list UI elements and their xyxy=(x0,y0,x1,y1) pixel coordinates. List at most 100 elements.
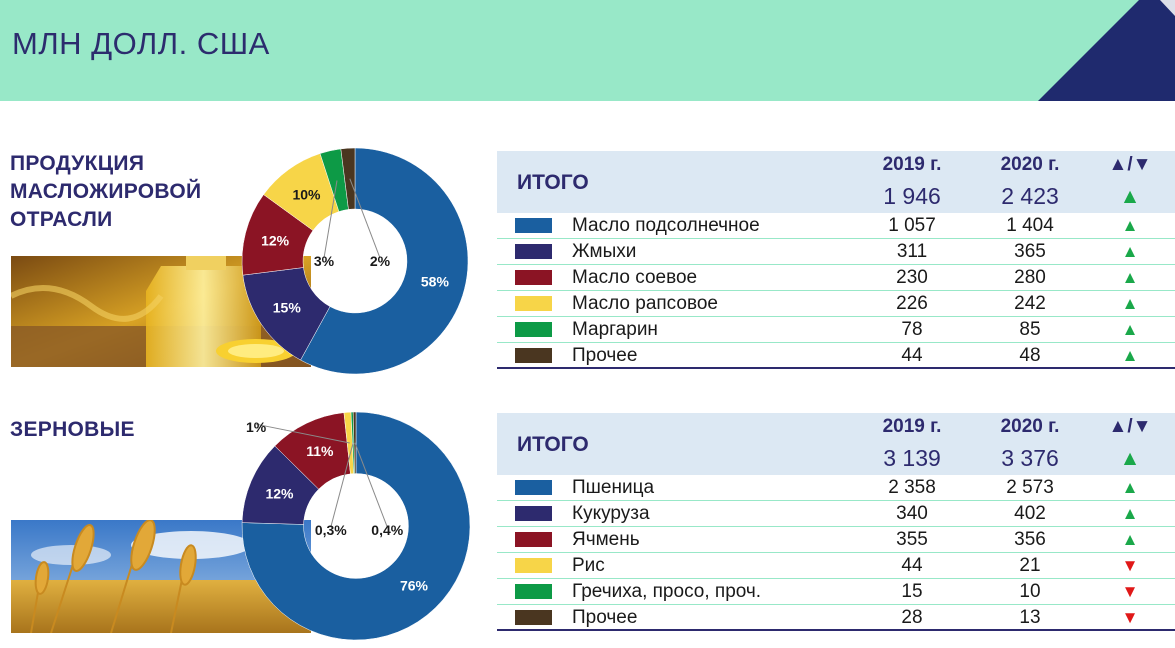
row-value-2019: 28 xyxy=(901,607,923,628)
legend-swatch xyxy=(515,348,552,363)
total-label: ИТОГО xyxy=(517,171,589,194)
row-value-2020: 280 xyxy=(1014,267,1046,288)
trend-up-icon: ▲ xyxy=(1121,320,1139,339)
table-rows: Масло подсолнечное 1 057 1 404 ▲ Жмыхи 311 365… xyxy=(497,213,1175,369)
slice-label: 1% xyxy=(246,419,267,435)
row-value-2019: 340 xyxy=(896,503,928,524)
row-value-2020: 10 xyxy=(1019,581,1041,602)
trend-up-icon: ▲ xyxy=(1121,346,1139,365)
row-value-2020: 1 404 xyxy=(1006,215,1054,236)
total-2019: 3 139 xyxy=(883,445,941,471)
row-value-2020: 365 xyxy=(1014,241,1046,262)
row-value-2019: 1 057 xyxy=(888,215,936,236)
table-row: Маргарин 78 85 ▲ xyxy=(497,317,1175,343)
row-value-2019: 355 xyxy=(896,529,928,550)
slice-label: 3% xyxy=(314,253,335,269)
trend-up-icon: ▲ xyxy=(1121,242,1139,261)
page-title: МЛН ДОЛЛ. США xyxy=(12,26,270,61)
row-value-2019: 2 358 xyxy=(888,477,936,498)
slice-label: 15% xyxy=(273,299,302,315)
row-value-2019: 230 xyxy=(896,267,928,288)
row-name: Гречиха, просо, проч. xyxy=(572,581,762,602)
donut-slice xyxy=(300,147,469,375)
legend-swatch xyxy=(515,532,552,547)
row-value-2019: 15 xyxy=(901,581,923,602)
row-name: Масло рапсовое xyxy=(572,293,718,314)
total-2020: 3 376 xyxy=(1001,445,1059,471)
legend-swatch xyxy=(515,610,552,625)
trend-up-icon: ▲ xyxy=(1121,478,1139,497)
row-value-2020: 48 xyxy=(1019,345,1041,366)
section-label-line: МАСЛОЖИРОВОЙ xyxy=(10,180,202,203)
row-value-2020: 21 xyxy=(1019,555,1041,576)
slice-label: 0,4% xyxy=(371,522,403,538)
legend-swatch xyxy=(515,506,552,521)
trend-up-icon: ▲ xyxy=(1119,447,1141,470)
table-row: Масло соевое 230 280 ▲ xyxy=(497,265,1175,291)
table-row: Масло подсолнечное 1 057 1 404 ▲ xyxy=(497,213,1175,239)
row-value-2020: 402 xyxy=(1014,503,1046,524)
trend-up-icon: ▲ xyxy=(1121,216,1139,235)
label-leader-line xyxy=(323,180,338,259)
row-value-2019: 226 xyxy=(896,293,928,314)
section-label-line: ОТРАСЛИ xyxy=(10,208,113,231)
row-name: Масло подсолнечное xyxy=(572,215,760,236)
row-name: Прочее xyxy=(572,345,638,366)
legend-swatch xyxy=(515,244,552,259)
year-2020-header: 2020 г. xyxy=(1000,416,1060,437)
row-value-2020: 242 xyxy=(1014,293,1046,314)
row-name: Рис xyxy=(572,555,605,576)
trend-up-icon: ▲ xyxy=(1121,268,1139,287)
donut-slice xyxy=(352,411,357,474)
slice-label: 2% xyxy=(370,253,391,269)
row-value-2019: 311 xyxy=(896,241,928,262)
legend-swatch xyxy=(515,558,552,573)
year-2019-header: 2019 г. xyxy=(882,154,942,175)
row-value-2019: 44 xyxy=(901,345,923,366)
slice-label: 12% xyxy=(261,232,290,248)
table-row: Прочее 44 48 ▲ xyxy=(497,343,1175,369)
trend-up-icon: ▲ xyxy=(1119,185,1141,208)
table-header: ИТОГО 2019 г. 2020 г. ▲/▼ 1 946 2 423 ▲ xyxy=(497,151,1175,213)
trend-header: ▲/▼ xyxy=(1108,154,1152,175)
table-rows: Пшеница 2 358 2 573 ▲ Кукуруза 340 402 ▲ Ячмень 3… xyxy=(497,475,1175,631)
table-row: Жмыхи 311 365 ▲ xyxy=(497,239,1175,265)
table-header: ИТОГО 2019 г. 2020 г. ▲/▼ 3 139 3 376 ▲ xyxy=(497,413,1175,475)
trend-down-icon: ▼ xyxy=(1121,556,1139,575)
row-value-2020: 356 xyxy=(1014,529,1046,550)
row-name: Кукуруза xyxy=(572,503,650,524)
trend-up-icon: ▲ xyxy=(1121,504,1139,523)
legend-swatch xyxy=(515,480,552,495)
table-row: Гречиха, просо, проч. 15 10 ▼ xyxy=(497,579,1175,605)
row-name: Жмыхи xyxy=(572,241,637,262)
legend-swatch xyxy=(515,296,552,311)
trend-down-icon: ▼ xyxy=(1121,582,1139,601)
table-oil: ИТОГО 2019 г. 2020 г. ▲/▼ 1 946 2 423 ▲ … xyxy=(497,151,1175,369)
section-label-grain: ЗЕРНОВЫЕ xyxy=(10,416,135,444)
donut-chart-oil: 58% 15% 12% 10% 3% 2% xyxy=(241,147,469,375)
legend-swatch xyxy=(515,322,552,337)
slice-label: 11% xyxy=(306,443,334,459)
total-label: ИТОГО xyxy=(517,433,589,456)
year-2020-header: 2020 г. xyxy=(1000,154,1060,175)
header-banner: МЛН ДОЛЛ. США xyxy=(0,0,1175,101)
trend-up-icon: ▲ xyxy=(1121,530,1139,549)
row-name: Ячмень xyxy=(572,529,640,550)
legend-swatch xyxy=(515,270,552,285)
slice-label: 12% xyxy=(265,485,294,501)
table-row: Кукуруза 340 402 ▲ xyxy=(497,501,1175,527)
slice-label: 10% xyxy=(292,186,321,202)
trend-down-icon: ▼ xyxy=(1121,608,1139,627)
total-2019: 1 946 xyxy=(883,183,941,209)
slice-label: 76% xyxy=(400,578,429,594)
section-label-line: ЗЕРНОВЫЕ xyxy=(10,418,135,441)
row-value-2020: 13 xyxy=(1019,607,1041,628)
table-row: Ячмень 355 356 ▲ xyxy=(497,527,1175,553)
table-row: Прочее 28 13 ▼ xyxy=(497,605,1175,631)
donut-slice xyxy=(340,147,356,210)
trend-header: ▲/▼ xyxy=(1108,416,1152,437)
donut-slice xyxy=(241,411,471,641)
trend-up-icon: ▲ xyxy=(1121,294,1139,313)
donut-chart-grain: 76% 12% 11% 1% 0,3% 0,4% xyxy=(241,411,471,641)
slice-label: 58% xyxy=(421,274,450,290)
